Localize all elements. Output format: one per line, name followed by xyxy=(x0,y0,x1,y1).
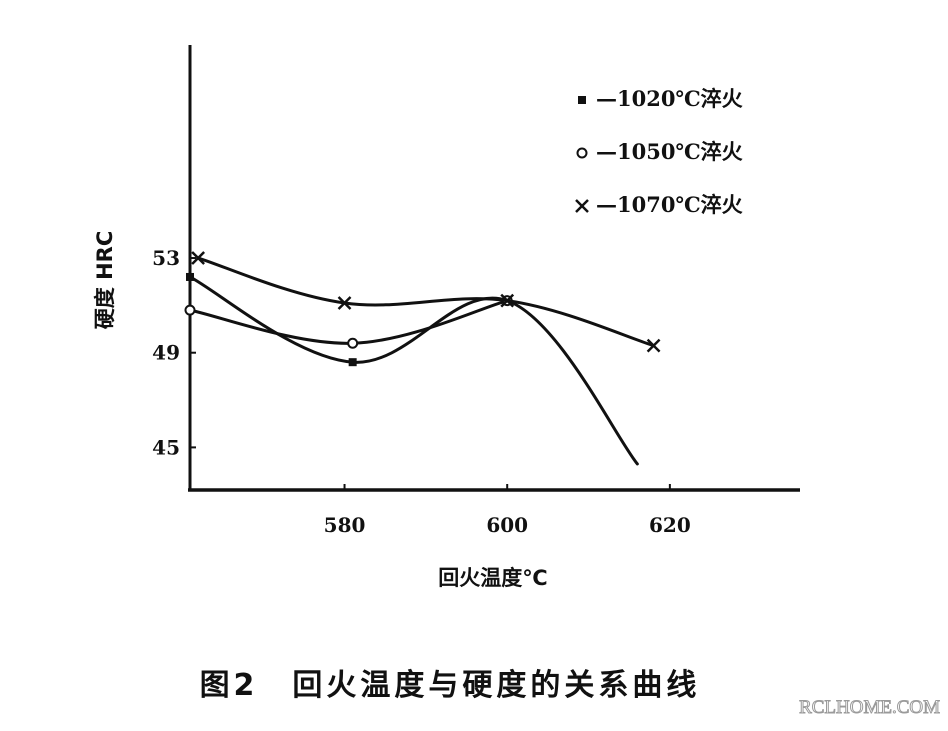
x-axis-label: 回火温度℃ xyxy=(438,566,547,590)
x-tick-label: 600 xyxy=(486,513,528,537)
cross-stroke xyxy=(500,293,515,308)
chart-ticks: 580 600 620 45 49 53 xyxy=(152,246,691,537)
series-line xyxy=(188,275,639,466)
legend-entry: —1050℃淬火 xyxy=(596,139,743,164)
y-tick-label: 49 xyxy=(152,341,180,365)
y-tick-label: 45 xyxy=(152,435,180,459)
x-tick-label: 580 xyxy=(324,513,366,537)
data-point xyxy=(191,251,206,265)
series-line xyxy=(196,256,656,348)
x-tick-label: 620 xyxy=(649,513,691,537)
y-axis-label: 硬度 HRC xyxy=(93,231,117,329)
cross-stroke xyxy=(646,338,661,353)
chart-axes xyxy=(188,45,800,492)
data-point xyxy=(184,304,196,316)
cross-stroke xyxy=(337,296,352,310)
legend-marker xyxy=(575,199,589,213)
data-point xyxy=(646,338,661,353)
legend-marker xyxy=(576,147,588,159)
legend-entry: —1020℃淬火 xyxy=(596,86,743,111)
data-point xyxy=(337,296,352,310)
legend-marker xyxy=(578,96,586,104)
data-point xyxy=(500,293,515,308)
watermark: RCLHOME.COM xyxy=(799,697,941,719)
series-3 xyxy=(191,251,661,353)
data-point xyxy=(348,358,357,367)
data-point xyxy=(347,337,359,349)
chart-legend: —1020℃淬火 —1050℃淬火 —1070℃淬火 xyxy=(575,86,743,217)
y-tick-label: 53 xyxy=(152,246,180,270)
figure-caption: 图2 回火温度与硬度的关系曲线 xyxy=(199,668,701,703)
cross-stroke xyxy=(575,199,589,213)
legend-entry: —1070℃淬火 xyxy=(596,192,743,217)
cross-stroke xyxy=(191,251,206,265)
chart-series xyxy=(184,251,661,466)
data-point xyxy=(186,272,194,281)
